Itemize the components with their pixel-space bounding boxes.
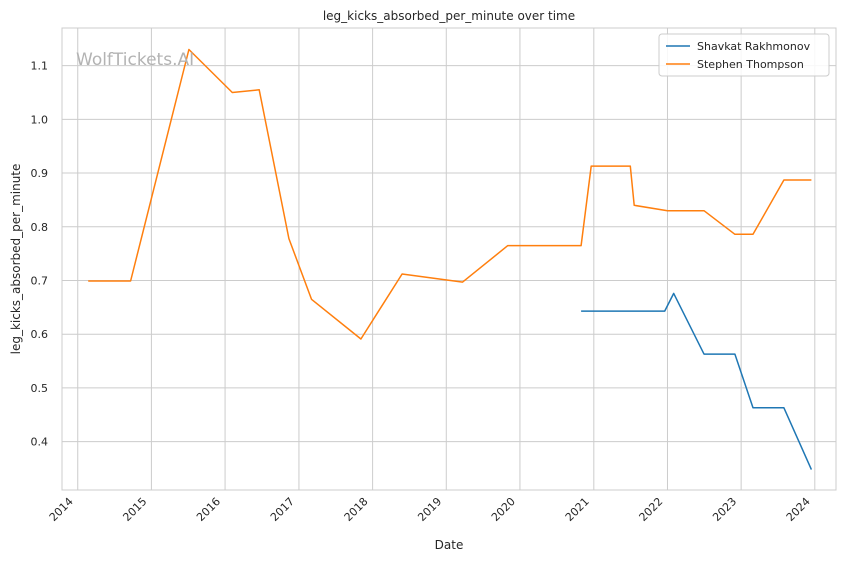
x-axis-title: Date — [435, 538, 464, 552]
plot-area — [61, 27, 837, 491]
y-axis-title: leg_kicks_absorbed_per_minute — [9, 164, 23, 355]
y-axis-ticks: 0.4 0.5 0.6 0.7 0.8 0.9 1.0 1.1 — [31, 60, 49, 449]
series-line-1 — [88, 48, 812, 340]
y-tick-label: 0.8 — [31, 221, 49, 234]
series-layer — [88, 48, 813, 470]
y-tick-label: 0.7 — [31, 274, 49, 287]
y-tick-label: 0.4 — [31, 436, 49, 449]
y-tick-label: 1.1 — [31, 60, 49, 73]
legend: Shavkat Rakhmonov Stephen Thompson — [658, 33, 830, 77]
legend-label: Stephen Thompson — [697, 58, 804, 71]
y-tick-label: 1.0 — [31, 113, 49, 126]
y-tick-label: 0.9 — [31, 167, 49, 180]
y-tick-label: 0.5 — [31, 382, 49, 395]
legend-label: Shavkat Rakhmonov — [697, 40, 811, 53]
legend-box — [658, 33, 830, 77]
watermark-text: WolfTickets.AI — [76, 50, 194, 70]
series-line-0 — [581, 292, 813, 470]
y-tick-label: 0.6 — [31, 328, 49, 341]
chart-title: leg_kicks_absorbed_per_minute over time — [323, 9, 575, 23]
